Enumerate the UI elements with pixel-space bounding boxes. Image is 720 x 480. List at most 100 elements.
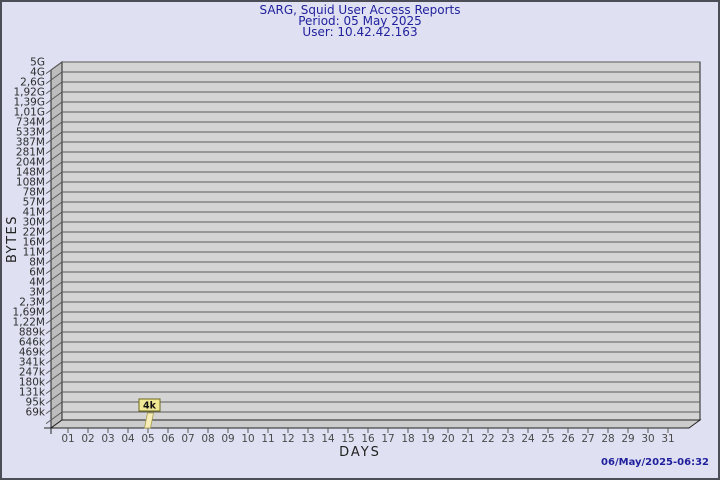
y-tick xyxy=(45,151,63,165)
x-tick-label: 27 xyxy=(581,433,594,445)
y-tick xyxy=(45,231,63,245)
y-tick xyxy=(45,81,63,95)
y-tick xyxy=(45,101,63,115)
y-tick xyxy=(45,251,63,265)
y-tick xyxy=(45,181,63,195)
y-tick-label: 734M xyxy=(16,117,45,129)
y-tick xyxy=(45,201,63,215)
y-tick-label: 95k xyxy=(26,397,46,409)
y-tick xyxy=(45,371,63,385)
x-tick-label: 18 xyxy=(401,433,414,445)
y-tick xyxy=(45,381,63,395)
y-tick-label: 41M xyxy=(23,207,45,219)
y-tick-label: 11M xyxy=(23,247,45,259)
y-tick xyxy=(45,331,63,345)
x-tick-label: 31 xyxy=(661,433,674,445)
x-tick-label: 11 xyxy=(261,433,274,445)
y-tick xyxy=(45,141,63,155)
y-tick xyxy=(45,191,63,205)
x-tick-label: 19 xyxy=(421,433,434,445)
y-tick xyxy=(45,221,63,235)
y-tick xyxy=(45,321,63,335)
y-tick-label: 5G xyxy=(30,57,45,69)
x-tick-label: 29 xyxy=(621,433,634,445)
y-tick xyxy=(45,161,63,175)
y-tick xyxy=(45,411,63,425)
y-tick-label: 2,6G xyxy=(20,77,45,89)
y-tick xyxy=(45,271,63,285)
y-tick-label: 30M xyxy=(23,217,45,229)
y-tick xyxy=(45,61,63,75)
x-tick-label: 25 xyxy=(541,433,554,445)
y-tick xyxy=(45,211,63,225)
y-tick xyxy=(45,361,63,375)
y-tick-label: 22M xyxy=(23,227,45,239)
x-tick-label: 23 xyxy=(501,433,514,445)
x-tick-label: 20 xyxy=(441,433,454,445)
x-tick-label: 22 xyxy=(481,433,494,445)
y-tick xyxy=(45,241,63,255)
x-tick-label: 28 xyxy=(601,433,614,445)
x-tick-label: 07 xyxy=(181,433,194,445)
y-tick-label: 281M xyxy=(16,147,45,159)
y-tick-label: 1,69M xyxy=(13,307,45,319)
x-tick-label: 17 xyxy=(381,433,394,445)
y-tick-label: 4G xyxy=(30,67,45,79)
y-axis-title: BYTES xyxy=(5,214,20,264)
bar-value-box xyxy=(138,398,161,412)
x-tick-label: 16 xyxy=(361,433,375,445)
x-tick-label: 12 xyxy=(281,433,294,445)
y-tick-label: 247k xyxy=(19,367,46,379)
y-tick xyxy=(45,261,63,275)
y-tick-label: 148M xyxy=(16,167,45,179)
x-tick-label: 05 xyxy=(141,433,154,445)
x-tick-label: 15 xyxy=(341,433,354,445)
y-tick-label: 4M xyxy=(29,277,45,289)
y-tick-label: 341k xyxy=(19,357,46,369)
y-tick-label: 533M xyxy=(16,127,45,139)
y-tick xyxy=(45,291,63,305)
report-period: Period: 05 May 2025 xyxy=(298,14,422,28)
y-tick xyxy=(45,121,63,135)
x-tick-label: 08 xyxy=(201,433,214,445)
y-tick-label: 57M xyxy=(23,197,45,209)
x-tick-label: 26 xyxy=(561,433,575,445)
x-tick-label: 09 xyxy=(221,433,234,445)
y-tick-label: 8M xyxy=(29,257,45,269)
y-tick-label: 387M xyxy=(16,137,45,149)
y-tick xyxy=(45,171,63,185)
y-tick-label: 204M xyxy=(16,157,45,169)
y-tick xyxy=(45,311,63,325)
x-tick-label: 13 xyxy=(301,433,314,445)
y-tick-label: 1,39G xyxy=(13,97,45,109)
plot-area xyxy=(61,61,701,421)
y-tick xyxy=(45,301,63,315)
y-tick-label: 108M xyxy=(16,177,45,189)
y-tick xyxy=(45,131,63,145)
y-tick xyxy=(45,401,63,415)
generated-timestamp: 06/May/2025-06:32 xyxy=(601,457,709,468)
y-tick-label: 469k xyxy=(19,347,46,359)
x-axis-title: DAYS xyxy=(339,445,381,460)
y-tick-label: 16M xyxy=(23,237,45,249)
y-tick-label: 78M xyxy=(23,187,45,199)
y-tick-label: 3M xyxy=(29,287,45,299)
y-tick xyxy=(45,111,63,125)
y-tick-label: 2,3M xyxy=(19,297,45,309)
x-tick-label: 02 xyxy=(81,433,94,445)
y-tick xyxy=(45,341,63,355)
x-tick-label: 14 xyxy=(321,433,335,445)
bar-value-label: 4k xyxy=(143,401,157,412)
x-tick-label: 03 xyxy=(101,433,114,445)
report-title: SARG, Squid User Access Reports xyxy=(259,3,461,17)
x-tick-label: 01 xyxy=(61,433,74,445)
y-tick xyxy=(45,391,63,405)
x-tick-label: 21 xyxy=(461,433,474,445)
y-tick-label: 69k xyxy=(26,407,46,419)
report-title-block: SARG, Squid User Access Reports Period: … xyxy=(0,3,720,38)
y-tick xyxy=(45,351,63,365)
y-tick-label: 6M xyxy=(29,267,45,279)
x-tick-label: 10 xyxy=(241,433,254,445)
y-tick xyxy=(45,281,63,295)
